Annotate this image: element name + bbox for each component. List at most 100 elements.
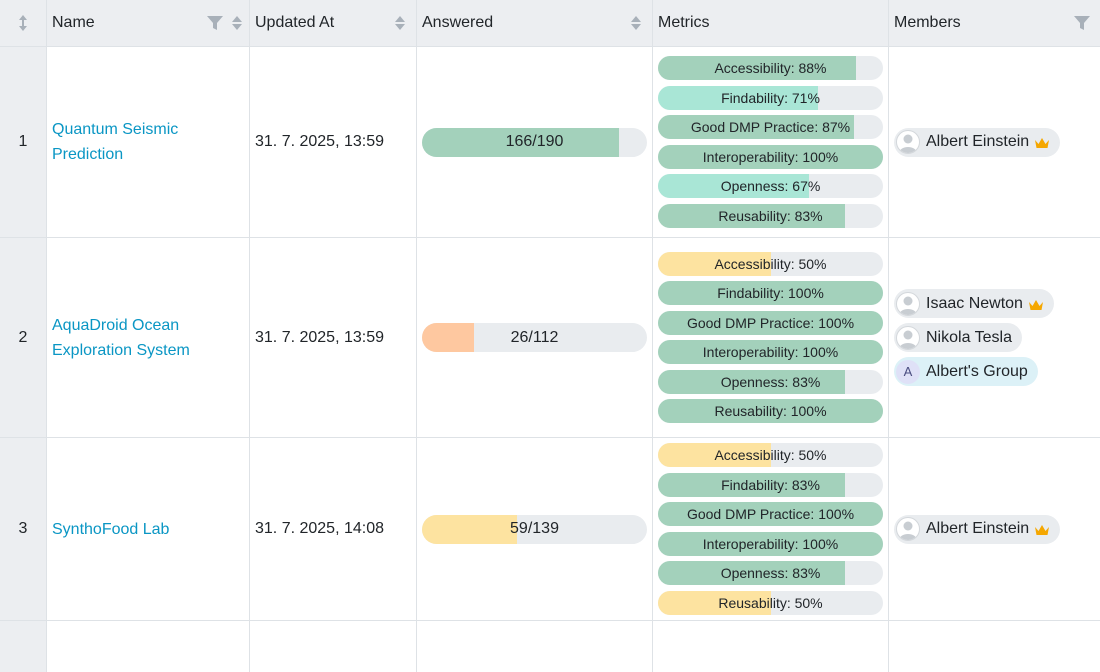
crown-icon xyxy=(1028,298,1044,310)
filter-icon[interactable] xyxy=(1073,15,1091,31)
empty-cell xyxy=(250,621,417,672)
metric-bar: Interoperability: 100% xyxy=(658,340,883,365)
members-list: Albert Einstein xyxy=(889,47,1100,237)
metrics-cell: Accessibility: 88% Findability: 71% Good D… xyxy=(653,47,889,238)
filter-icon[interactable] xyxy=(206,15,224,31)
metrics-cell: Accessibility: 50% Findability: 100% Good … xyxy=(653,238,889,438)
metric-label: Interoperability: 100% xyxy=(702,148,839,165)
answered-cell: 26/112 xyxy=(417,238,653,438)
user-avatar-icon xyxy=(896,325,920,350)
members-cell: Albert Einstein xyxy=(889,47,1100,238)
project-name-link[interactable]: Quantum Seismic Prediction xyxy=(52,121,179,163)
updated-cell: 31. 7. 2025, 14:08 xyxy=(250,438,417,621)
metric-label: Interoperability: 100% xyxy=(702,535,839,552)
metric-label: Reusability: 100% xyxy=(714,403,827,420)
metric-bar-fill xyxy=(658,340,883,365)
member-name: Albert's Group xyxy=(926,362,1028,380)
user-avatar-icon xyxy=(896,517,920,541)
header-metrics: Metrics xyxy=(653,0,889,47)
answered-progress-text: 26/112 xyxy=(510,328,559,346)
sort-icon[interactable] xyxy=(395,15,405,31)
project-name-link[interactable]: AquaDroid Ocean Exploration System xyxy=(52,316,190,359)
member-name: Albert Einstein xyxy=(926,133,1030,150)
name-cell: SynthoFood Lab xyxy=(47,438,250,621)
metric-bar-fill xyxy=(658,443,771,468)
header-members[interactable]: Members xyxy=(889,0,1100,47)
metrics-list: Accessibility: 50% Findability: 100% Good … xyxy=(653,238,888,437)
user-avatar-icon xyxy=(896,291,920,316)
updated-at-text: 31. 7. 2025, 13:59 xyxy=(255,328,384,346)
metric-bar: Good DMP Practice: 100% xyxy=(658,502,883,527)
reorder-icon[interactable] xyxy=(18,14,28,32)
member-chip[interactable]: Albert Einstein xyxy=(894,127,1061,157)
metric-label: Openness: 67% xyxy=(720,178,821,195)
metric-label: Accessibility: 50% xyxy=(714,255,827,272)
metric-bar-fill xyxy=(658,502,883,527)
empty-cell xyxy=(47,621,250,672)
member-chip[interactable]: Nikola Tesla xyxy=(894,323,1022,352)
metric-bar-fill xyxy=(658,590,771,615)
answered-cell: 166/190 xyxy=(417,47,653,238)
metric-bar: Openness: 83% xyxy=(658,561,883,586)
metric-label: Reusability: 83% xyxy=(718,207,823,224)
member-name: Albert Einstein xyxy=(926,520,1030,537)
header-name[interactable]: Name xyxy=(47,0,250,47)
metric-label: Accessibility: 50% xyxy=(714,447,827,464)
header-index[interactable] xyxy=(0,0,47,47)
member-name: Nikola Tesla xyxy=(926,328,1012,346)
metric-bar: Interoperability: 100% xyxy=(658,144,883,169)
answered-cell: 59/139 xyxy=(417,438,653,621)
metrics-cell: Accessibility: 50% Findability: 83% Good D… xyxy=(653,438,889,621)
updated-cell: 31. 7. 2025, 13:59 xyxy=(250,238,417,438)
metric-bar-fill xyxy=(658,203,845,228)
metric-bar-fill xyxy=(658,531,883,556)
header-answered[interactable]: Answered xyxy=(417,0,653,47)
metric-bar-fill xyxy=(658,85,818,110)
answered-progress: 59/139 xyxy=(422,514,647,544)
header-answered-label: Answered xyxy=(422,14,494,31)
member-group-chip[interactable]: A Albert's Group xyxy=(894,357,1038,386)
member-name: Isaac Newton xyxy=(926,294,1023,312)
empty-cell xyxy=(653,621,889,672)
crown-icon xyxy=(1034,523,1050,535)
header-metrics-label: Metrics xyxy=(658,14,710,31)
metric-bar-fill xyxy=(658,115,854,140)
crown-icon xyxy=(1034,136,1050,148)
metric-label: Openness: 83% xyxy=(720,373,821,390)
answered-progress-text: 59/139 xyxy=(510,520,559,537)
metric-bar: Good DMP Practice: 87% xyxy=(658,115,883,140)
project-name-link[interactable]: SynthoFood Lab xyxy=(52,520,170,538)
metric-label: Accessibility: 88% xyxy=(714,60,827,77)
row-index: 3 xyxy=(0,438,47,621)
updated-at-text: 31. 7. 2025, 13:59 xyxy=(255,133,384,150)
header-members-label: Members xyxy=(894,14,961,31)
member-chip[interactable]: Isaac Newton xyxy=(894,289,1054,318)
row-index: 2 xyxy=(0,238,47,438)
answered-progress: 166/190 xyxy=(422,127,647,157)
member-chip[interactable]: Albert Einstein xyxy=(894,514,1061,544)
header-updated-at[interactable]: Updated At xyxy=(250,0,417,47)
metric-label: Findability: 83% xyxy=(721,476,820,493)
sort-icon[interactable] xyxy=(631,15,641,31)
members-list: Albert Einstein xyxy=(889,438,1100,620)
empty-cell xyxy=(889,621,1100,672)
group-avatar: A xyxy=(896,359,920,384)
answered-progress-fill xyxy=(422,323,475,352)
metric-label: Openness: 83% xyxy=(720,565,821,582)
metric-bar: Accessibility: 50% xyxy=(658,251,883,276)
metric-label: Good DMP Practice: 87% xyxy=(690,119,851,136)
metric-bar: Good DMP Practice: 100% xyxy=(658,310,883,335)
metric-bar-fill xyxy=(658,310,883,335)
metric-bar: Accessibility: 50% xyxy=(658,443,883,468)
metric-bar-fill xyxy=(658,399,883,424)
row-index: 1 xyxy=(0,47,47,238)
sort-icon[interactable] xyxy=(232,15,242,31)
metric-bar: Findability: 71% xyxy=(658,85,883,110)
name-cell: Quantum Seismic Prediction xyxy=(47,47,250,238)
metrics-list: Accessibility: 88% Findability: 71% Good D… xyxy=(653,47,888,237)
header-name-label: Name xyxy=(52,14,95,31)
metric-bar: Findability: 100% xyxy=(658,281,883,306)
updated-at-text: 31. 7. 2025, 14:08 xyxy=(255,520,384,537)
metric-label: Findability: 100% xyxy=(717,285,824,302)
